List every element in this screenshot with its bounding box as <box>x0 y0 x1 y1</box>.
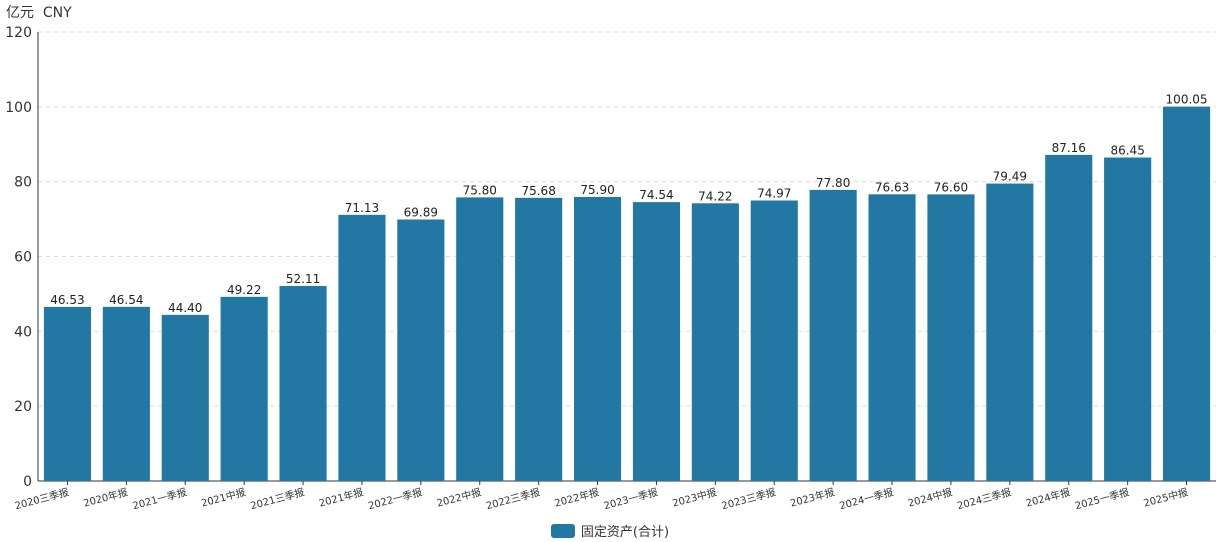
data-label: 69.89 <box>404 205 438 219</box>
x-tick-label: 2021一季报 <box>131 485 188 510</box>
data-label: 52.11 <box>286 272 320 286</box>
y-tick-label: 20 <box>14 399 32 415</box>
y-tick-label: 80 <box>14 175 32 191</box>
x-tick-label: 2024一季报 <box>838 485 895 510</box>
bar <box>927 194 975 481</box>
x-tick-label: 2024中报 <box>906 485 953 509</box>
legend[interactable]: 固定资产(合计) <box>0 521 1220 540</box>
bar <box>161 314 209 481</box>
bar <box>456 197 504 482</box>
data-label: 49.22 <box>227 283 261 297</box>
y-tick-label: 100 <box>5 100 32 116</box>
bar <box>1162 106 1211 482</box>
bar <box>102 306 150 481</box>
bar <box>220 296 268 481</box>
bar <box>397 219 445 481</box>
y-tick-label: 60 <box>14 250 32 266</box>
data-label: 74.22 <box>698 189 732 203</box>
bar <box>868 194 916 482</box>
data-label: 87.16 <box>1052 141 1086 155</box>
legend-swatch <box>550 523 575 538</box>
data-label: 75.90 <box>580 183 614 197</box>
x-tick-label: 2023中报 <box>671 485 718 509</box>
x-tick-label: 2021年报 <box>317 485 364 509</box>
bar <box>750 200 798 481</box>
x-tick-label: 2024年报 <box>1024 485 1071 509</box>
bar <box>809 189 857 482</box>
bar-chart: 0 20 40 60 80 100 120 46.53 2020三季报 46.54 2020年报 44… <box>5 25 1216 510</box>
x-tick-label: 2022年报 <box>553 485 600 509</box>
data-label: 74.97 <box>757 186 791 200</box>
x-tick-label: 2022中报 <box>435 485 482 509</box>
data-label: 74.54 <box>639 188 673 202</box>
bar <box>43 306 92 481</box>
data-label: 77.80 <box>816 176 850 190</box>
bar <box>515 197 563 481</box>
data-label: 75.80 <box>463 183 497 197</box>
x-tick-label: 2022一季报 <box>367 485 424 510</box>
x-tick-label: 2023一季报 <box>602 485 659 510</box>
x-tick-label: 2025中报 <box>1142 485 1189 509</box>
x-tick-label: 2023年报 <box>789 485 836 509</box>
data-label: 79.49 <box>993 170 1027 184</box>
data-label: 76.60 <box>934 180 968 194</box>
x-tick-label: 2022三季报 <box>484 485 541 510</box>
x-tick-label: 2023三季报 <box>720 485 777 510</box>
data-label: 46.54 <box>109 293 143 307</box>
bar <box>986 183 1034 481</box>
y-tick-label: 40 <box>14 324 32 340</box>
x-tick-label: 2020三季报 <box>13 485 70 510</box>
y-axis-unit-label: 亿元 CNY <box>6 5 72 21</box>
bar <box>573 197 622 481</box>
data-label: 76.63 <box>875 180 909 194</box>
x-tick-label: 2024三季报 <box>956 485 1013 510</box>
data-label: 44.40 <box>168 301 202 315</box>
data-label: 71.13 <box>345 201 379 215</box>
y-tick-label: 120 <box>5 25 32 41</box>
bar <box>279 286 327 481</box>
bar <box>1045 154 1093 481</box>
legend-label: 固定资产(合计) <box>580 525 670 540</box>
data-label: 75.68 <box>521 184 555 198</box>
x-tick-label: 2021三季报 <box>249 485 306 510</box>
data-label: 86.45 <box>1110 144 1144 158</box>
data-label: 46.53 <box>50 293 84 307</box>
bar <box>632 202 681 481</box>
data-label: 100.05 <box>1166 93 1208 107</box>
x-tick-label: 2021中报 <box>200 485 247 509</box>
bar <box>338 214 386 481</box>
bar <box>1104 157 1152 482</box>
y-tick-label: 0 <box>23 474 32 490</box>
x-tick-label: 2025一季报 <box>1073 485 1130 510</box>
bar <box>691 203 739 481</box>
x-tick-label: 2020年报 <box>82 485 129 509</box>
